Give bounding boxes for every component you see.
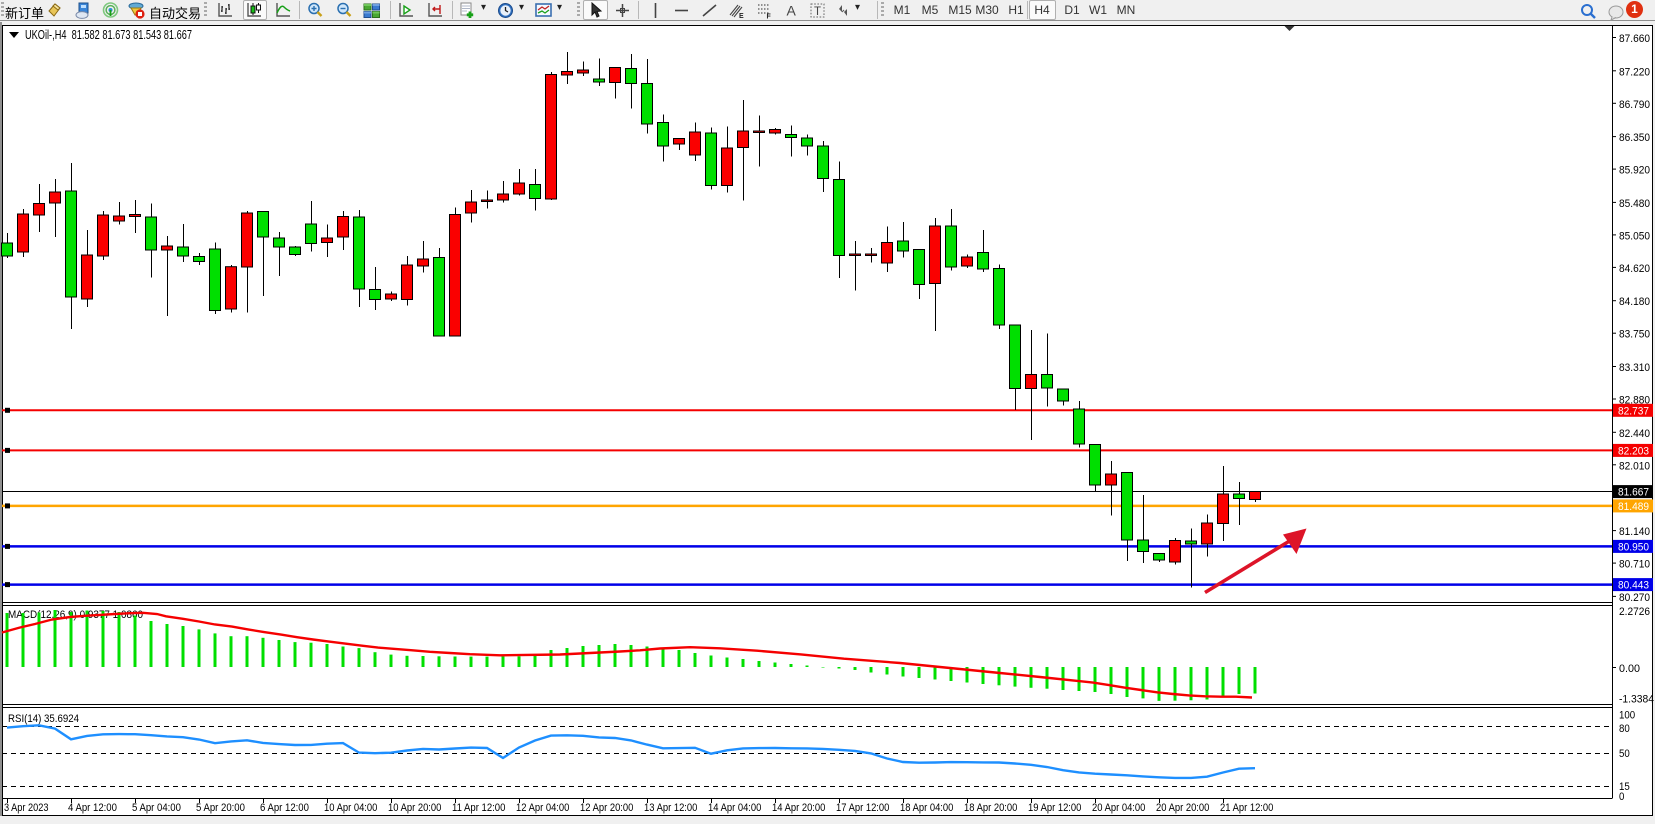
svg-text:20 Apr 04:00: 20 Apr 04:00 bbox=[1092, 802, 1145, 814]
svg-text:82.880: 82.880 bbox=[1619, 395, 1650, 407]
svg-text:18 Apr 20:00: 18 Apr 20:00 bbox=[964, 802, 1017, 814]
svg-text:80.443: 80.443 bbox=[1618, 580, 1649, 592]
svg-text:14 Apr 20:00: 14 Apr 20:00 bbox=[772, 802, 825, 814]
svg-text:50: 50 bbox=[1619, 748, 1630, 760]
svg-text:-1.3384: -1.3384 bbox=[1619, 693, 1654, 705]
svg-text:UKOil-,H4 81.582 81.673 81.54: UKOil-,H4 81.582 81.673 81.543 81.667 bbox=[25, 28, 192, 42]
svg-text:0: 0 bbox=[1619, 791, 1624, 803]
svg-text:RSI(14) 35.6924: RSI(14) 35.6924 bbox=[8, 713, 79, 725]
svg-text:87.660: 87.660 bbox=[1619, 33, 1650, 45]
svg-text:MACD(12,26,9) 0.9377 1.0860: MACD(12,26,9) 0.9377 1.0860 bbox=[8, 609, 143, 621]
svg-text:81.140: 81.140 bbox=[1619, 526, 1650, 538]
svg-text:15: 15 bbox=[1619, 781, 1630, 793]
svg-text:84.620: 84.620 bbox=[1619, 263, 1650, 275]
svg-text:80.710: 80.710 bbox=[1619, 559, 1650, 571]
svg-text:80: 80 bbox=[1619, 723, 1630, 735]
svg-text:82.203: 82.203 bbox=[1618, 445, 1649, 457]
svg-text:85.920: 85.920 bbox=[1619, 165, 1650, 177]
svg-text:81.667: 81.667 bbox=[1618, 487, 1649, 499]
svg-text:20 Apr 20:00: 20 Apr 20:00 bbox=[1156, 802, 1209, 814]
svg-text:3 Apr 2023: 3 Apr 2023 bbox=[4, 802, 49, 814]
svg-text:11 Apr 12:00: 11 Apr 12:00 bbox=[452, 802, 505, 814]
svg-text:85.050: 85.050 bbox=[1619, 230, 1650, 242]
svg-text:82.010: 82.010 bbox=[1619, 460, 1650, 472]
svg-text:A: A bbox=[787, 3, 797, 19]
svg-text:10 Apr 20:00: 10 Apr 20:00 bbox=[388, 802, 441, 814]
svg-text:18 Apr 04:00: 18 Apr 04:00 bbox=[900, 802, 953, 814]
svg-text:87.220: 87.220 bbox=[1619, 66, 1650, 78]
svg-text:86.350: 86.350 bbox=[1619, 132, 1650, 144]
svg-text:13 Apr 12:00: 13 Apr 12:00 bbox=[644, 802, 697, 814]
svg-text:4 Apr 12:00: 4 Apr 12:00 bbox=[68, 802, 117, 814]
svg-text:81.489: 81.489 bbox=[1618, 501, 1649, 513]
svg-text:17 Apr 12:00: 17 Apr 12:00 bbox=[836, 802, 889, 814]
svg-text:6 Apr 12:00: 6 Apr 12:00 bbox=[260, 802, 309, 814]
svg-text:85.480: 85.480 bbox=[1619, 198, 1650, 210]
svg-text:83.750: 83.750 bbox=[1619, 329, 1650, 341]
svg-text:82.737: 82.737 bbox=[1618, 405, 1649, 417]
svg-text:10 Apr 04:00: 10 Apr 04:00 bbox=[324, 802, 377, 814]
svg-text:12 Apr 04:00: 12 Apr 04:00 bbox=[516, 802, 569, 814]
svg-text:82.440: 82.440 bbox=[1619, 428, 1650, 440]
svg-text:5 Apr 20:00: 5 Apr 20:00 bbox=[196, 802, 245, 814]
svg-text:12 Apr 20:00: 12 Apr 20:00 bbox=[580, 802, 633, 814]
svg-text:80.950: 80.950 bbox=[1618, 541, 1649, 553]
svg-text:2.2726: 2.2726 bbox=[1619, 606, 1650, 618]
svg-text:E: E bbox=[739, 13, 744, 19]
svg-text:86.790: 86.790 bbox=[1619, 99, 1650, 111]
svg-text:14 Apr 04:00: 14 Apr 04:00 bbox=[708, 802, 761, 814]
svg-text:21 Apr 12:00: 21 Apr 12:00 bbox=[1220, 802, 1273, 814]
svg-text:5 Apr 04:00: 5 Apr 04:00 bbox=[132, 802, 181, 814]
svg-text:T: T bbox=[814, 6, 821, 18]
svg-text:19 Apr 12:00: 19 Apr 12:00 bbox=[1028, 802, 1081, 814]
svg-text:80.270: 80.270 bbox=[1619, 592, 1650, 604]
svg-text:83.310: 83.310 bbox=[1619, 362, 1650, 374]
svg-text:0.00: 0.00 bbox=[1619, 663, 1640, 675]
svg-text:100: 100 bbox=[1619, 709, 1635, 721]
svg-text:F: F bbox=[767, 14, 772, 20]
svg-text:84.180: 84.180 bbox=[1619, 296, 1650, 308]
